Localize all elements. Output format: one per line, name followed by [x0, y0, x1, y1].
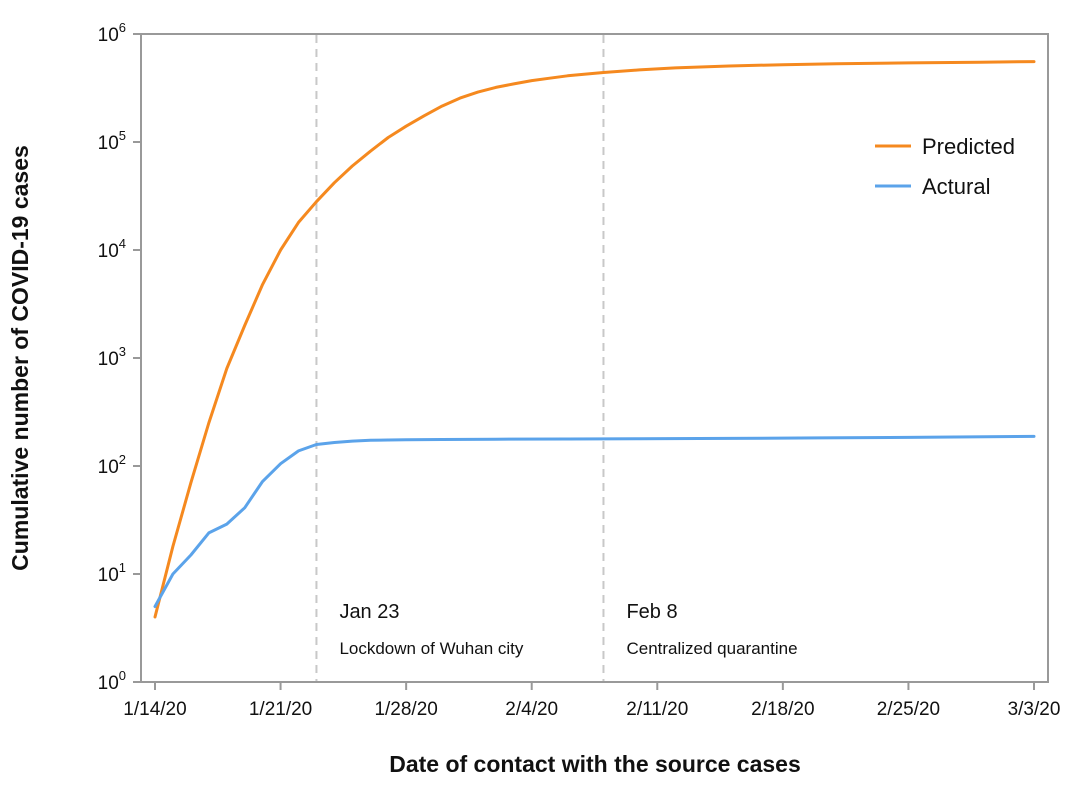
y-tick-label: 102: [98, 452, 126, 478]
y-axis-title: Cumulative number of COVID-19 cases: [7, 145, 33, 571]
x-tick-label: 2/25/20: [877, 699, 940, 720]
legend: Predicted Actural: [875, 134, 1015, 199]
legend-label-actural: Actural: [922, 174, 990, 199]
x-tick-label: 2/18/20: [751, 699, 814, 720]
x-tick-label: 1/21/20: [249, 699, 312, 720]
x-tick-label: 3/3/20: [1008, 699, 1061, 720]
x-tick-label: 2/4/20: [505, 699, 558, 720]
event-note-label: Lockdown of Wuhan city: [339, 639, 523, 658]
x-tick-label: 1/28/20: [374, 699, 437, 720]
legend-label-predicted: Predicted: [922, 134, 1015, 159]
x-tick-label: 1/14/20: [123, 699, 186, 720]
y-tick-label: 104: [98, 236, 126, 262]
x-axis-title: Date of contact with the source cases: [389, 751, 801, 777]
x-tick-label: 2/11/20: [626, 699, 688, 720]
y-tick-label: 105: [98, 128, 126, 154]
y-tick-label: 100: [98, 668, 126, 694]
series-line-predicted: [153, 60, 1036, 619]
y-tick-label: 101: [98, 560, 126, 586]
event-note-label: Centralized quarantine: [626, 639, 797, 658]
event-date-label: Feb 8: [626, 601, 677, 623]
plot-frame: [140, 33, 1049, 683]
y-tick-label: 106: [98, 20, 126, 46]
y-tick-label: 103: [98, 344, 126, 370]
event-date-label: Jan 23: [339, 601, 399, 623]
series-line-actural: [153, 434, 1036, 608]
